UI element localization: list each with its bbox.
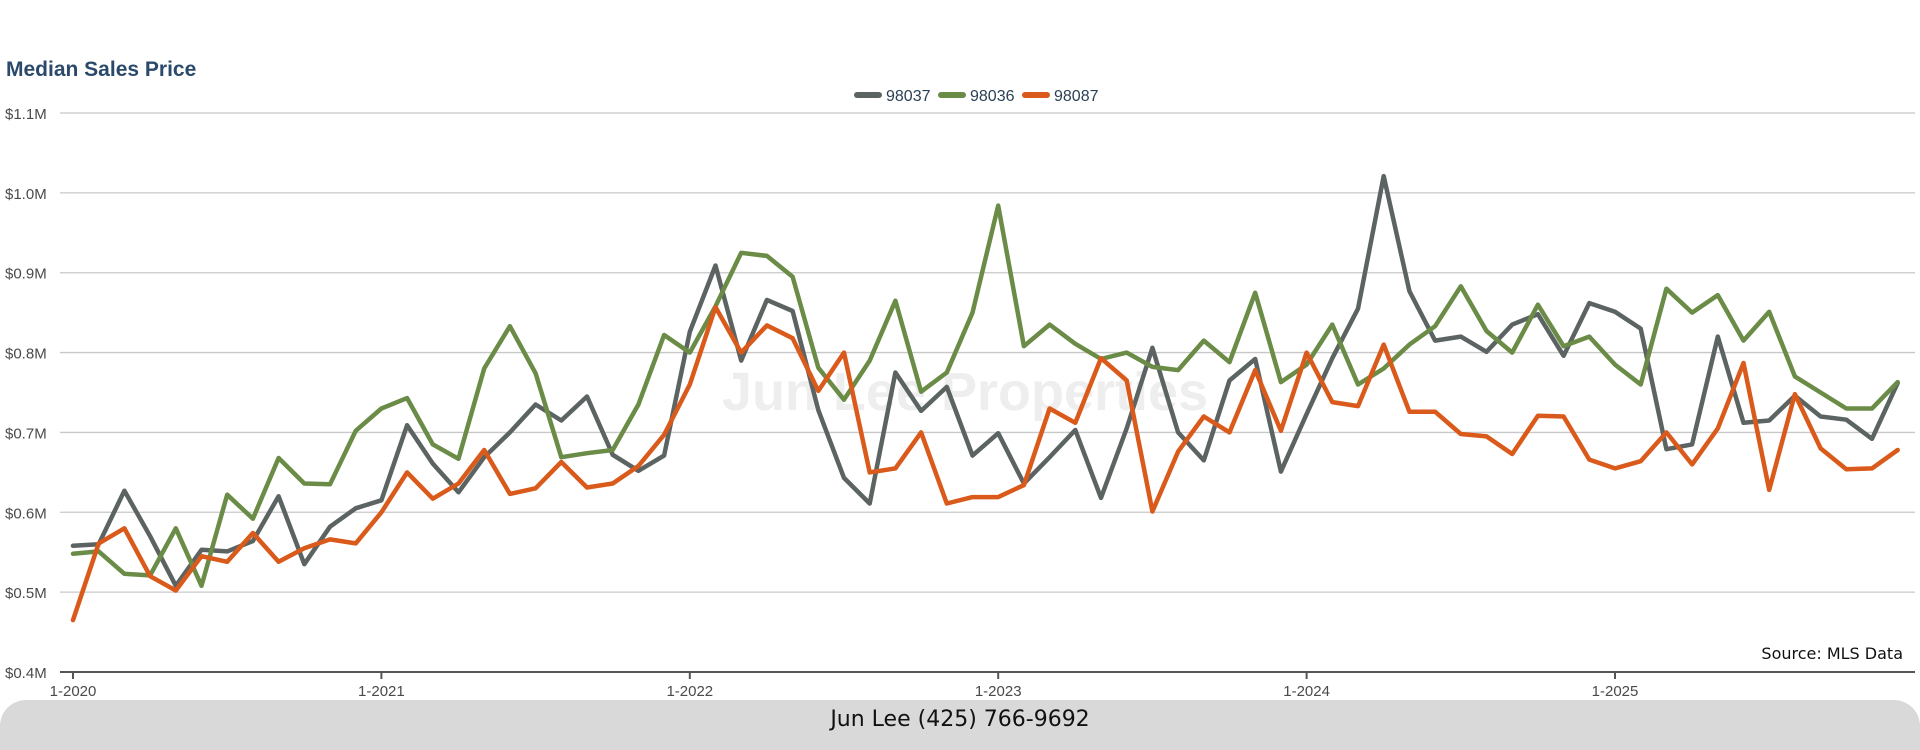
y-tick-label: $0.6M xyxy=(5,505,47,522)
x-tick-label: 1-2020 xyxy=(50,683,97,700)
series-lines xyxy=(70,173,1900,623)
y-tick-label: $0.7M xyxy=(5,425,47,442)
series-line-98036 xyxy=(70,203,1900,589)
x-tick-label: 1-2022 xyxy=(666,683,713,700)
y-tick-label: $0.8M xyxy=(5,346,47,363)
legend-label-98087: 98087 xyxy=(1054,88,1099,105)
x-tick-label: 1-2025 xyxy=(1592,683,1639,700)
series-line-98037 xyxy=(70,173,1900,589)
median-sales-price-chart: Jun Lee Properties Median Sales Price $1… xyxy=(5,58,1915,700)
legend-label-98037: 98037 xyxy=(886,88,931,105)
legend: 98037 98036 98087 xyxy=(854,88,1099,105)
grid-lines xyxy=(60,112,1915,593)
series-line-98087 xyxy=(70,304,1900,623)
y-tick-label: $1.0M xyxy=(5,186,47,203)
footer-contact: Jun Lee (425) 766-9692 xyxy=(0,700,1920,750)
x-tick-label: 1-2023 xyxy=(975,683,1022,700)
legend-label-98036: 98036 xyxy=(970,88,1015,105)
y-tick-label: $0.4M xyxy=(5,665,47,682)
x-axis-ticks: 1-2020 1-2021 1-2022 1-2023 1-2024 1-2025 xyxy=(50,672,1639,700)
x-tick-label: 1-2021 xyxy=(358,683,405,700)
x-tick-label: 1-2024 xyxy=(1283,683,1330,700)
source-note: Source: MLS Data xyxy=(1761,644,1903,663)
y-tick-label: $0.5M xyxy=(5,585,47,602)
y-tick-label: $0.9M xyxy=(5,266,47,283)
y-axis-ticks: $1.1M $1.0M $0.9M $0.8M $0.7M $0.6M $0.5M $0.4M xyxy=(5,106,47,682)
y-tick-label: $1.1M xyxy=(5,106,47,123)
chart-title: Median Sales Price xyxy=(6,58,196,81)
